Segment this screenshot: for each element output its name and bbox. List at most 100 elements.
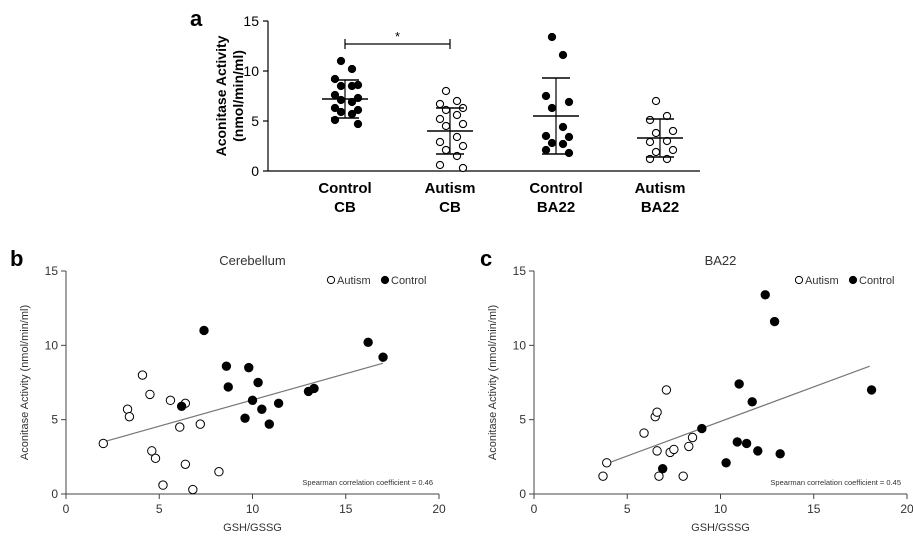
data-point: [195, 419, 205, 429]
data-point: [668, 126, 678, 136]
panel-c-ba22-scatter: c BA22 0 5 10 15 0 5 10 15 20 GSH/GSSG Aconitase Act…: [480, 246, 913, 534]
data-point: [441, 145, 451, 155]
legend-marker-autism: [794, 275, 804, 285]
data-point: [330, 90, 340, 100]
data-point: [769, 316, 780, 327]
data-point: [336, 95, 346, 105]
correlation-annotation: Spearman correlation coefficient = 0.46: [302, 478, 433, 487]
x-axis-label: GSH/GSSG: [691, 522, 750, 534]
data-point: [775, 449, 785, 459]
y-tick-label: 10: [45, 338, 59, 352]
data-point: [264, 419, 274, 429]
data-point: [175, 422, 185, 432]
data-point: [347, 64, 357, 74]
data-point: [668, 145, 678, 155]
panel-title: BA22: [705, 253, 737, 268]
significance-label: *: [395, 29, 400, 44]
x-tick-label: 20: [900, 502, 913, 516]
data-point: [98, 438, 109, 449]
data-point: [165, 395, 176, 406]
y-tick-label: 5: [519, 413, 526, 427]
data-point: [558, 122, 568, 132]
trend-line: [103, 362, 384, 443]
data-point: [866, 385, 877, 395]
data-point: [747, 397, 757, 407]
x-tick-label: 20: [432, 502, 446, 516]
y-axis-label-line: Aconitase Activity: [213, 35, 229, 156]
data-point: [547, 138, 557, 148]
panel-label-b: b: [10, 246, 23, 271]
legend-marker-control: [848, 275, 858, 285]
category-label: Control BA22: [529, 180, 582, 216]
data-point: [441, 86, 451, 96]
data-point: [452, 110, 462, 120]
data-point: [732, 437, 742, 447]
data-point: [652, 407, 662, 417]
data-point: [378, 352, 388, 362]
data-point: [257, 404, 267, 414]
data-point: [657, 464, 668, 474]
y-tick-label: 0: [251, 163, 259, 179]
y-tick-label: 0: [51, 487, 58, 501]
y-axis-label: Aconitase Activity(nmol/min/ml): [213, 35, 246, 156]
panel-b-cerebellum-scatter: b Cerebellum 0 5 10 15 0 5 10 15 20 GSH/GSSG Aconita…: [10, 246, 446, 534]
data-point: [199, 325, 209, 336]
y-tick-label: 15: [45, 264, 59, 278]
data-point: [435, 114, 445, 124]
data-point: [240, 413, 250, 423]
legend-marker-autism: [326, 275, 336, 285]
category-label-line: Autism: [425, 180, 476, 197]
data-point: [564, 148, 574, 158]
category-label-line: BA22: [537, 199, 575, 216]
data-point: [651, 96, 661, 106]
y-tick-label: 15: [243, 13, 259, 29]
data-point: [652, 446, 662, 456]
data-point: [684, 441, 694, 452]
data-point: [452, 96, 462, 106]
data-point: [458, 163, 468, 173]
panel-label-c: c: [480, 246, 492, 271]
category-label-line: CB: [439, 199, 461, 216]
data-point: [697, 423, 707, 434]
panel-a-dot-plot: a 0 5 10 15 Aconitase Activity(nmol/min/ml) Co…: [190, 6, 700, 216]
data-point: [760, 290, 770, 300]
data-point: [602, 458, 612, 468]
data-point: [541, 91, 551, 101]
data-point: [309, 383, 319, 394]
data-point: [678, 471, 688, 481]
y-tick-label: 15: [513, 264, 527, 278]
legend-label-autism: Autism: [805, 275, 839, 287]
x-tick-label: 0: [63, 502, 70, 516]
x-tick-label: 5: [624, 502, 631, 516]
data-point: [639, 428, 649, 438]
x-tick-label: 15: [807, 502, 821, 516]
y-axis-label: Aconitase Activity (nmol/min/ml): [19, 305, 31, 460]
panel-label-a: a: [190, 6, 203, 31]
y-tick-label: 5: [251, 113, 259, 129]
data-point: [753, 446, 763, 456]
data-point: [145, 389, 155, 400]
legend-label-control: Control: [391, 275, 426, 287]
x-axis-label: GSH/GSSG: [223, 522, 282, 534]
data-point: [558, 139, 568, 149]
x-tick-label: 10: [714, 502, 728, 516]
y-tick-label: 0: [519, 487, 526, 501]
data-point: [336, 81, 346, 91]
data-point: [347, 109, 357, 119]
data-point: [687, 432, 698, 443]
data-point: [336, 107, 346, 117]
x-tick-label: 10: [246, 502, 260, 516]
data-point: [176, 401, 187, 411]
data-point: [458, 119, 468, 129]
category-label-line: Control: [318, 180, 371, 197]
data-point: [188, 484, 198, 495]
legend-label-control: Control: [859, 275, 894, 287]
data-point: [347, 81, 357, 91]
data-point: [558, 50, 568, 60]
category-label-line: CB: [334, 199, 356, 216]
data-point: [214, 467, 224, 477]
category-label-line: Control: [529, 180, 582, 197]
data-point: [645, 137, 655, 147]
data-point: [734, 379, 744, 389]
